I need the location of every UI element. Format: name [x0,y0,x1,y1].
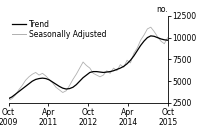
Legend: Trend, Seasonally Adjusted: Trend, Seasonally Adjusted [12,20,107,39]
Text: no.: no. [156,5,168,14]
